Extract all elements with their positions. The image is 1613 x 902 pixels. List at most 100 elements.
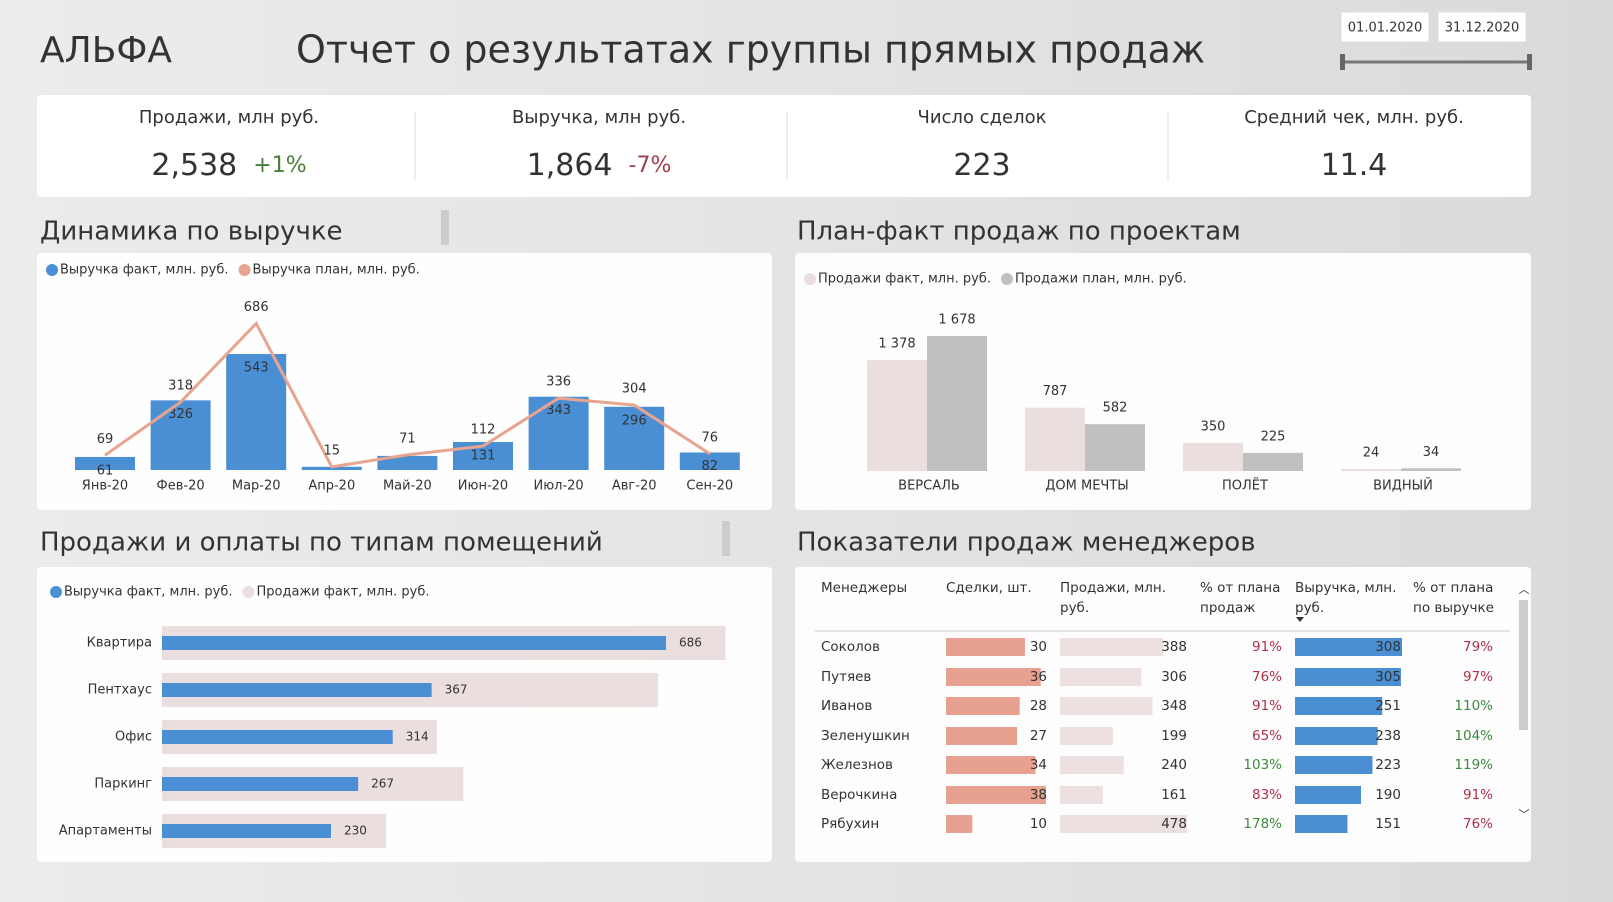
x-tick-label: Мар-20 [232,479,281,494]
cell-value: 10 [1029,816,1047,832]
cell-value: 251 [1375,698,1401,714]
cell-value: 478 [1161,816,1187,832]
kpi-value: 223 [953,148,1010,183]
table-scrollbar[interactable] [1519,600,1528,730]
kpi-value: 2,538 +1% [151,148,306,183]
data-label: 304 [622,382,647,397]
cell-value: 190 [1375,787,1401,803]
cell-value: 28 [1029,698,1047,714]
bar [301,466,362,470]
data-label: 543 [244,361,269,376]
data-label: 71 [399,431,416,446]
cell-bar [1060,727,1113,745]
kpi-value: 1,864 -7% [527,148,672,183]
slider-handle[interactable] [1340,54,1345,70]
data-label: 787 [1043,384,1068,399]
scroll-handle [722,521,730,556]
cell-bar [946,638,1025,656]
kpi-label: Выручка, млн руб. [512,107,686,128]
cell-value: 119% [1454,757,1493,773]
cell-bar [1295,697,1383,715]
cell-value: 238 [1375,728,1401,744]
manager-name: Зеленушкин [821,728,910,744]
bar [867,360,927,471]
bar [150,400,211,470]
legend-marker [46,264,58,276]
slider-handle[interactable] [1527,54,1532,70]
bar [162,730,393,744]
x-tick-label: Апр-20 [308,479,355,494]
cell-value: 110% [1454,698,1493,714]
cell-value: 161 [1161,787,1187,803]
cell-value: 151 [1375,816,1401,832]
cell-bar [1295,638,1402,656]
logo: АЛЬФА [40,30,172,71]
scroll-down[interactable]: ﹀ [1519,808,1530,821]
section-title: Динамика по выручке [40,217,343,247]
section-title: План-факт продаж по проектам [797,217,1241,247]
manager-name: Рябухин [821,816,880,832]
scroll-up[interactable]: ︿ [1519,583,1530,596]
bar [679,452,740,470]
bar [162,683,432,697]
cell-value: 36 [1029,669,1047,685]
cell-bar [946,727,1018,745]
cell-value: 76% [1251,669,1282,685]
data-label: 367 [445,683,468,697]
data-label: 112 [471,423,496,438]
bar [1243,452,1303,471]
cell-value: 65% [1251,728,1282,744]
cell-value: 30 [1029,639,1047,655]
cell-value: 308 [1375,639,1401,655]
legend-label: Выручка факт, млн. руб. [60,263,229,278]
legend-marker [1000,273,1013,285]
legend-marker [804,273,816,285]
cell-bar [1295,727,1378,745]
cell-value: 91% [1251,698,1282,714]
cell-value: 38 [1029,787,1047,803]
date-box[interactable] [1340,11,1430,43]
x-tick-label: Янв-20 [82,479,128,494]
bar [1085,424,1145,471]
cell-value: 388 [1161,639,1187,655]
bar [1401,468,1461,471]
x-tick-label: ВЕРСАЛЬ [898,479,960,494]
x-tick-label: Июн-20 [458,479,508,494]
data-label: 326 [168,407,193,422]
cell-bar [946,697,1020,715]
manager-name: Соколов [821,639,880,655]
legend-marker [242,586,255,598]
data-label: 76 [702,430,719,445]
cell-value: 76% [1462,816,1493,832]
column-header: Сделки, шт. [946,580,1032,596]
x-tick-label: Сен-20 [686,479,733,494]
date-to: 31.12.2020 [1445,21,1519,36]
legend-marker [50,586,62,598]
bar [75,456,135,470]
x-tick-label: Фев-20 [157,479,205,494]
cell-bar [1060,638,1164,656]
y-tick-label: Апартаменты [59,824,152,839]
sort-arrow [1296,617,1304,622]
kpi-panel [37,95,1531,197]
data-label: 686 [679,636,702,650]
data-label: 314 [406,730,429,744]
cell-bar [946,815,973,833]
scroll-handle [441,210,449,245]
column-header: Выручка, млн. руб. [1295,580,1397,616]
cell-bar [1060,786,1103,804]
panel [37,253,772,510]
manager-name: Путяев [821,669,872,685]
column-header: % от плана по выручке [1413,580,1494,616]
section-title: Показатели продаж менеджеров [797,528,1256,558]
x-tick-label: ПОЛЁТ [1222,478,1268,494]
page-title: Отчет о результатах группы прямых продаж [296,28,1205,72]
cell-value: 91% [1462,787,1493,803]
date-box[interactable] [1437,11,1527,43]
bar [1341,469,1401,471]
data-label: 225 [1261,429,1286,444]
bar [528,396,589,470]
manager-name: Верочкина [821,787,898,803]
data-label: 15 [324,443,341,458]
